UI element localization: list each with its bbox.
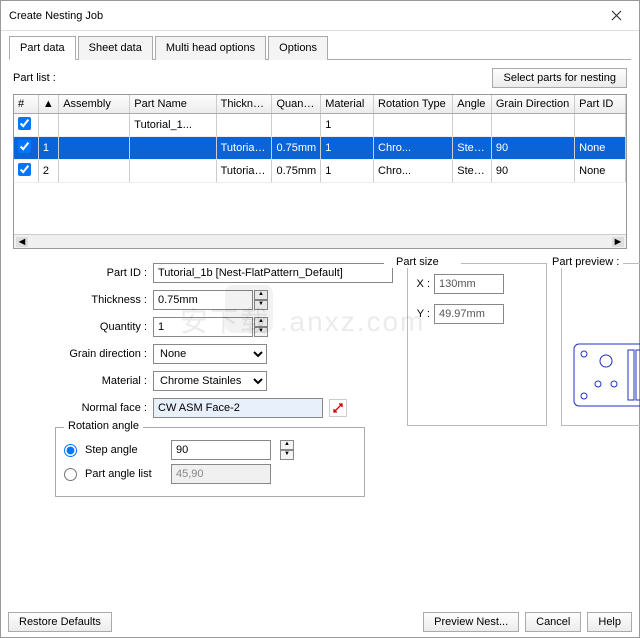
preview-nest-button[interactable]: Preview Nest... bbox=[423, 612, 519, 632]
col-header[interactable]: Quantity bbox=[272, 95, 321, 114]
quantity-spinner[interactable]: ▲▼ bbox=[254, 317, 268, 337]
close-button[interactable] bbox=[601, 1, 631, 31]
grain-select[interactable]: None bbox=[153, 344, 267, 364]
step-angle-spinner[interactable]: ▲▼ bbox=[280, 440, 294, 460]
tab-sheet-data[interactable]: Sheet data bbox=[78, 36, 153, 60]
scroll-left-icon[interactable]: ◄ bbox=[16, 237, 28, 247]
flip-face-icon[interactable] bbox=[329, 399, 347, 417]
row-checkbox[interactable] bbox=[18, 140, 31, 153]
y-label: Y : bbox=[416, 308, 434, 320]
table-row[interactable]: 1Tutorial_1b [N...0.75mm1Chro...Step ang… bbox=[14, 137, 626, 160]
select-parts-button[interactable]: Select parts for nesting bbox=[492, 68, 627, 88]
rotation-title: Rotation angle bbox=[64, 420, 143, 432]
horizontal-scrollbar[interactable]: ◄ ► bbox=[14, 234, 626, 248]
tab-multi-head[interactable]: Multi head options bbox=[155, 36, 266, 60]
col-header[interactable]: Part ID bbox=[575, 95, 626, 114]
y-value bbox=[434, 304, 504, 324]
help-button[interactable]: Help bbox=[587, 612, 632, 632]
tab-part-data[interactable]: Part data bbox=[9, 36, 76, 60]
part-angle-list-radio[interactable] bbox=[64, 468, 77, 481]
quantity-input[interactable] bbox=[153, 317, 253, 337]
part-id-label: Part ID : bbox=[53, 267, 153, 279]
titlebar: Create Nesting Job bbox=[1, 1, 639, 31]
row-checkbox[interactable] bbox=[18, 163, 31, 176]
part-id-input[interactable] bbox=[153, 263, 393, 283]
part-angle-list-label: Part angle list bbox=[85, 468, 163, 480]
quantity-label: Quantity : bbox=[53, 321, 153, 333]
step-angle-label: Step angle bbox=[85, 444, 163, 456]
table-row[interactable]: 2Tutorial_1a [N...0.75mm1Chro...Step ang… bbox=[14, 160, 626, 183]
normal-face-label: Normal face : bbox=[53, 402, 153, 414]
part-size-title: Part size bbox=[384, 256, 461, 268]
col-header[interactable]: Rotation Type bbox=[374, 95, 453, 114]
restore-defaults-button[interactable]: Restore Defaults bbox=[8, 612, 112, 632]
part-angle-list-input bbox=[171, 464, 271, 484]
thickness-input[interactable] bbox=[153, 290, 253, 310]
col-header[interactable]: Grain Direction bbox=[491, 95, 574, 114]
row-checkbox[interactable] bbox=[18, 117, 31, 130]
thickness-label: Thickness : bbox=[53, 294, 153, 306]
col-header[interactable]: Angle bbox=[453, 95, 492, 114]
part-preview-box: Part preview : bbox=[561, 263, 640, 426]
grain-label: Grain direction : bbox=[53, 348, 153, 360]
part-preview-title: Part preview : bbox=[548, 256, 623, 268]
material-select[interactable]: Chrome Stainles bbox=[153, 371, 267, 391]
part-table-container: #▲AssemblyPart NameThicknessQuantityMate… bbox=[13, 94, 627, 249]
part-table: #▲AssemblyPart NameThicknessQuantityMate… bbox=[14, 95, 626, 183]
x-value bbox=[434, 274, 504, 294]
step-angle-input[interactable] bbox=[171, 440, 271, 460]
col-header[interactable]: ▲ bbox=[38, 95, 58, 114]
col-header[interactable]: # bbox=[14, 95, 38, 114]
material-label: Material : bbox=[53, 375, 153, 387]
col-header[interactable]: Assembly bbox=[59, 95, 130, 114]
part-size-box: Part size X : Y : bbox=[407, 263, 547, 426]
window-title: Create Nesting Job bbox=[9, 10, 103, 22]
scroll-right-icon[interactable]: ► bbox=[612, 237, 624, 247]
part-preview-svg bbox=[568, 336, 640, 416]
normal-face-input[interactable] bbox=[153, 398, 323, 418]
step-angle-radio[interactable] bbox=[64, 444, 77, 457]
col-header[interactable]: Part Name bbox=[130, 95, 216, 114]
thickness-spinner[interactable]: ▲▼ bbox=[254, 290, 268, 310]
tab-options[interactable]: Options bbox=[268, 36, 328, 60]
x-label: X : bbox=[416, 278, 434, 290]
part-list-label: Part list : bbox=[13, 72, 56, 84]
table-row[interactable]: Tutorial_1...1 bbox=[14, 114, 626, 137]
cancel-button[interactable]: Cancel bbox=[525, 612, 581, 632]
col-header[interactable]: Material bbox=[321, 95, 374, 114]
rotation-fieldset: Rotation angle Step angle ▲▼ Part angle … bbox=[55, 427, 365, 497]
col-header[interactable]: Thickness bbox=[216, 95, 272, 114]
close-icon bbox=[611, 10, 622, 21]
tab-bar: Part data Sheet data Multi head options … bbox=[9, 35, 631, 60]
